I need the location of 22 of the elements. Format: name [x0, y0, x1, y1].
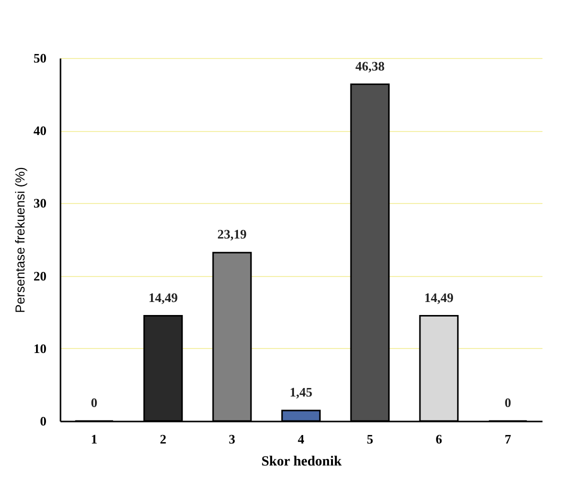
x-axis-title: Skor hedonik — [261, 454, 342, 470]
x-tick-label: 1 — [90, 432, 98, 446]
y-axis-title: Persentase frekuensi (%) — [12, 167, 28, 313]
data-label: 0 — [90, 395, 98, 410]
data-label: 14,49 — [148, 290, 178, 305]
x-tick-label: 3 — [228, 432, 236, 446]
y-tick-label: 30 — [34, 196, 46, 211]
x-tick-label: 5 — [366, 432, 374, 446]
x-tick-label: 6 — [436, 432, 443, 446]
data-label: 14,49 — [424, 290, 454, 305]
data-label: 23,19 — [217, 226, 248, 242]
x-tick-label: 2 — [160, 432, 166, 446]
x-tick-label: 7 — [504, 432, 512, 446]
data-label: 1,45 — [290, 384, 313, 400]
x-tick-label: 4 — [298, 432, 305, 446]
data-label: 0 — [504, 395, 512, 410]
y-tick-label: 20 — [34, 268, 46, 284]
y-tick-label: 50 — [34, 50, 46, 66]
data-label: 46,38 — [355, 58, 386, 74]
y-tick-label: 0 — [40, 414, 46, 428]
y-tick-label: 40 — [34, 123, 46, 138]
y-tick-label: 10 — [34, 340, 46, 356]
